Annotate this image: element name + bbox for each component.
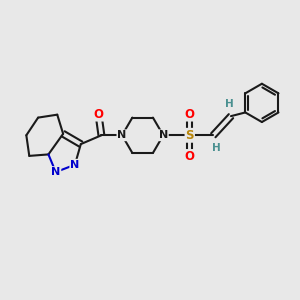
Text: O: O: [185, 108, 195, 121]
Text: N: N: [51, 167, 60, 177]
Text: O: O: [94, 108, 103, 121]
Text: S: S: [185, 129, 194, 142]
Text: N: N: [159, 130, 168, 140]
Text: H: H: [225, 99, 234, 109]
Text: O: O: [185, 150, 195, 163]
Text: N: N: [70, 160, 80, 170]
Text: N: N: [117, 130, 127, 140]
Text: H: H: [212, 142, 220, 153]
